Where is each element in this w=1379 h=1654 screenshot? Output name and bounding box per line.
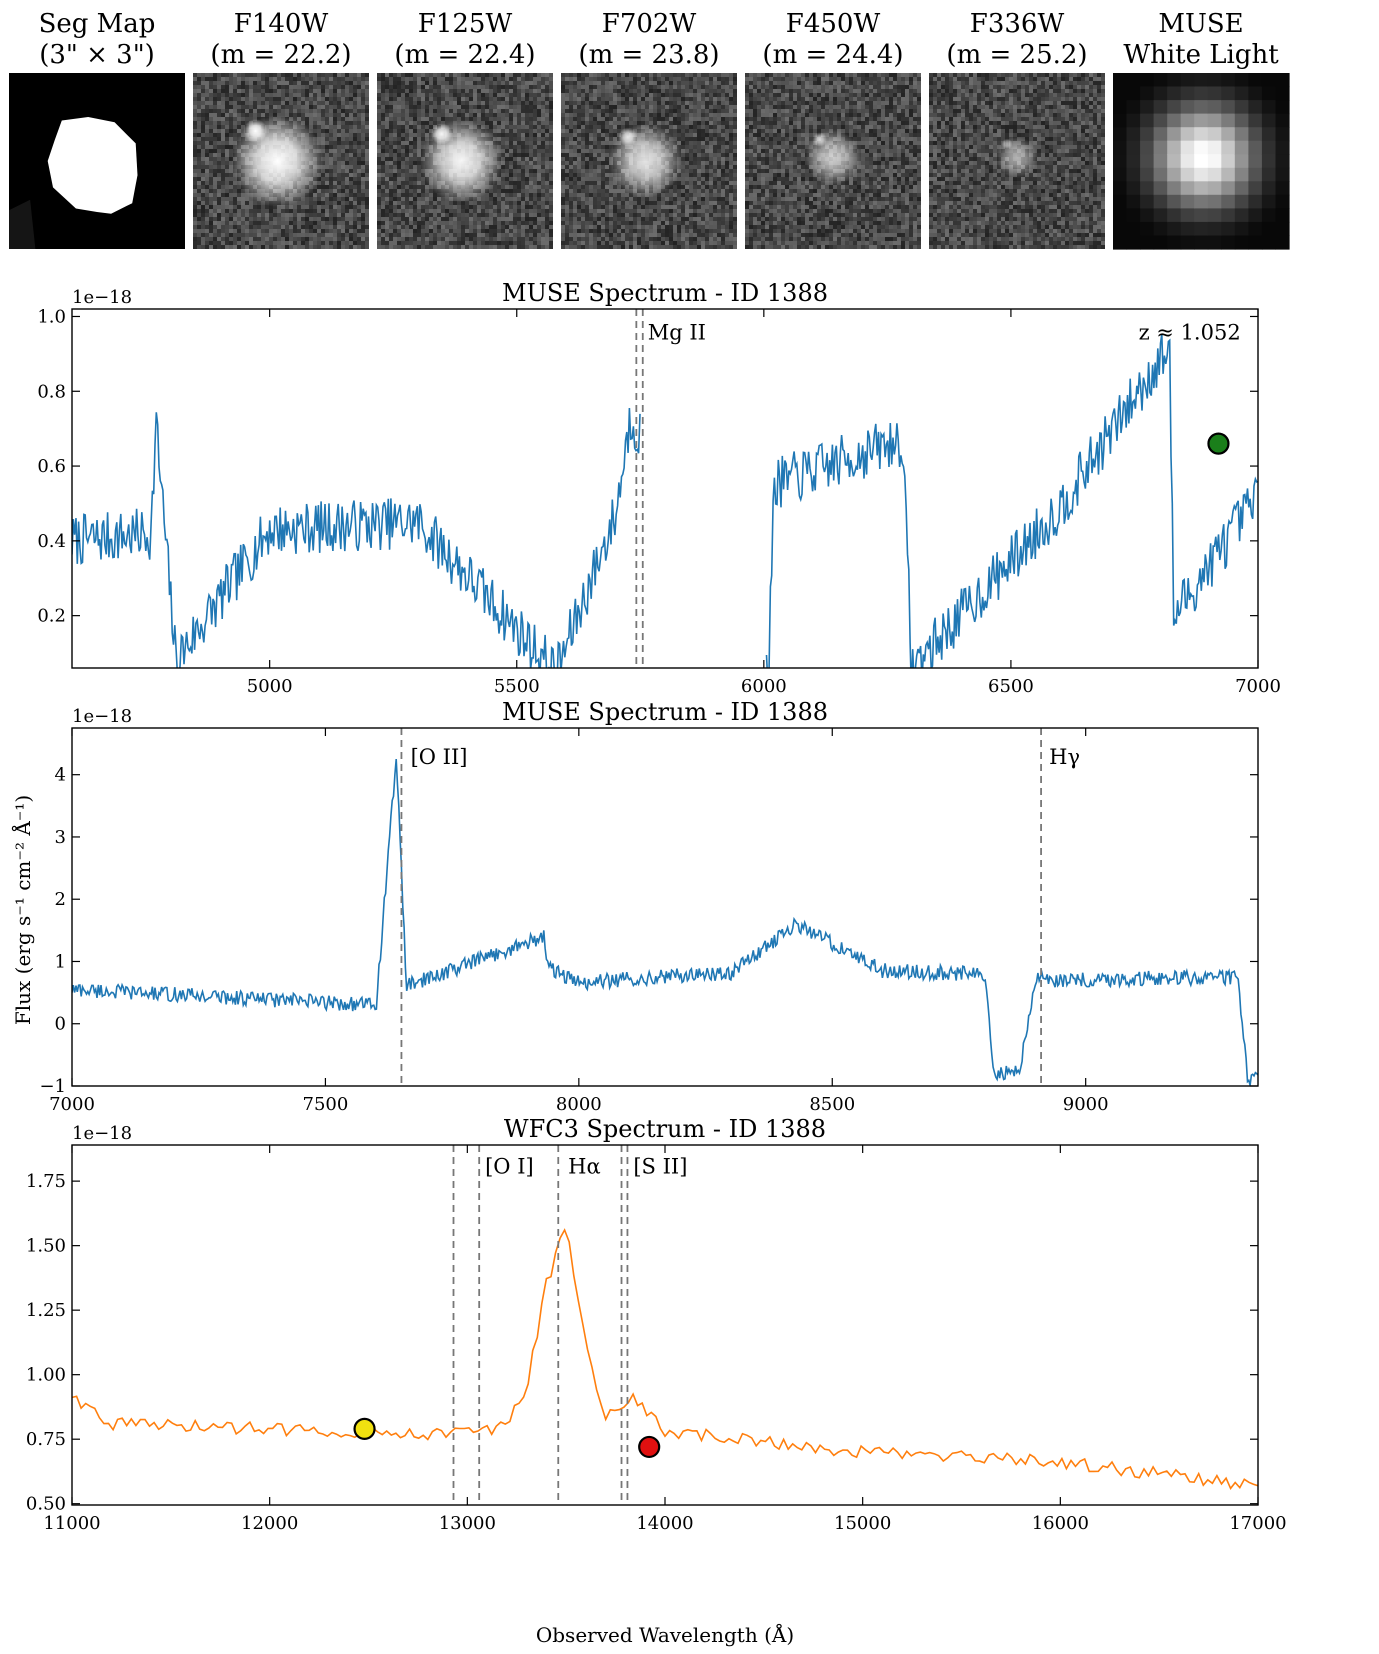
stamp-title: MUSE xyxy=(1158,9,1243,39)
stamp-seg-map: Seg Map(3" × 3") xyxy=(9,9,185,249)
color-marker xyxy=(353,1417,376,1440)
x-tick-label: 7000 xyxy=(1235,676,1281,697)
companion-knot xyxy=(618,127,638,147)
companion-knot xyxy=(1001,138,1013,150)
color-marker xyxy=(638,1435,661,1459)
y-tick-label: 1.25 xyxy=(26,1300,66,1321)
x-tick-label: 13000 xyxy=(439,1513,496,1534)
x-tick-label: 15000 xyxy=(834,1513,891,1534)
offset-text: 1e−18 xyxy=(72,706,132,727)
y-tick-label: 4 xyxy=(55,765,66,786)
line-label: [S II] xyxy=(633,1155,687,1179)
panel-title: MUSE Spectrum - ID 1388 xyxy=(502,698,828,726)
y-axis-label: Flux (erg s⁻¹ cm⁻² Å⁻¹) xyxy=(10,795,35,1025)
stamp-subtitle: (m = 25.2) xyxy=(946,40,1087,70)
stamp-f125w: F125W(m = 22.4) xyxy=(377,9,553,249)
spectrum-line xyxy=(72,759,1258,1086)
x-tick-label: 17000 xyxy=(1229,1513,1286,1534)
y-tick-label: 0.8 xyxy=(37,381,66,402)
offset-text: 1e−18 xyxy=(72,1123,132,1144)
spectrum-panel-2: MUSE Spectrum - ID 1388 1e−18 [O II] Hγ 7000… xyxy=(39,698,1259,1115)
x-tick-label: 16000 xyxy=(1032,1513,1089,1534)
spectrum-line xyxy=(72,1228,1258,1490)
offset-text: 1e−18 xyxy=(72,287,132,308)
x-tick-label: 7000 xyxy=(49,1094,95,1115)
y-tick-label: 1.50 xyxy=(26,1236,66,1257)
companion-knot xyxy=(812,132,827,147)
y-tick-label: 0.50 xyxy=(26,1494,66,1515)
x-tick-label: 8000 xyxy=(556,1094,602,1115)
line-label: Hα xyxy=(568,1155,601,1179)
x-tick-label: 9000 xyxy=(1063,1094,1109,1115)
line-label: Mg II xyxy=(648,320,706,344)
x-tick-label: 7500 xyxy=(303,1094,349,1115)
stamp-title: F140W xyxy=(234,9,329,39)
stamp-subtitle: (m = 24.4) xyxy=(762,40,903,70)
y-tick-label: 1.75 xyxy=(26,1171,66,1192)
y-tick-label: 0.2 xyxy=(37,606,66,627)
plot-frame xyxy=(71,308,1259,669)
stamp-f140w: F140W(m = 22.2) xyxy=(193,9,369,249)
y-tick-label: 1.0 xyxy=(37,306,66,327)
spectrum-panel-1: MUSE Spectrum - ID 1388 1e−18 Mg II z ≈ 1.0… xyxy=(37,279,1281,697)
panel-title: MUSE Spectrum - ID 1388 xyxy=(502,279,828,307)
stamp-subtitle: (3" × 3") xyxy=(39,40,155,70)
stamp-f450w: F450W(m = 24.4) xyxy=(745,9,921,249)
y-tick-label: 1 xyxy=(55,951,66,972)
x-tick-label: 8500 xyxy=(809,1094,855,1115)
x-tick-label: 5500 xyxy=(494,676,540,697)
companion-knot xyxy=(243,119,268,143)
x-tick-label: 11000 xyxy=(43,1513,100,1534)
y-tick-label: 0 xyxy=(55,1014,66,1035)
panel-title: WFC3 Spectrum - ID 1388 xyxy=(504,1115,826,1143)
y-tick-label: 0.75 xyxy=(26,1429,66,1450)
x-tick-label: 12000 xyxy=(241,1513,298,1534)
stamp-f702w: F702W(m = 23.8) xyxy=(561,9,737,249)
spectrum-panel-3: WFC3 Spectrum - ID 1388 1e−18 [O I] Hα [S II… xyxy=(26,1115,1287,1534)
companion-knot xyxy=(430,123,453,145)
line-label: [O II] xyxy=(411,745,468,769)
stamp-subtitle: White Light xyxy=(1123,40,1279,70)
x-axis-label: Observed Wavelength (Å) xyxy=(536,1622,794,1647)
line-label: z ≈ 1.052 xyxy=(1139,320,1241,344)
stamp-subtitle: (m = 22.2) xyxy=(210,40,351,70)
neighbor-mask xyxy=(9,199,36,249)
stamp-title: F125W xyxy=(418,9,513,39)
x-tick-label: 6500 xyxy=(988,676,1034,697)
stamp-subtitle: (m = 22.4) xyxy=(394,40,535,70)
stamp-title: Seg Map xyxy=(39,9,156,39)
line-label: [O I] xyxy=(485,1155,534,1179)
spectrum-line xyxy=(72,334,1258,668)
white-light-pixels xyxy=(1113,73,1290,250)
x-tick-label: 5000 xyxy=(247,676,293,697)
y-tick-label: 3 xyxy=(55,827,66,848)
y-tick-label: 2 xyxy=(55,889,66,910)
stamp-title: F450W xyxy=(786,9,881,39)
segmentation-mask xyxy=(47,117,138,214)
x-tick-label: 6000 xyxy=(741,676,787,697)
stamp-title: F336W xyxy=(970,9,1065,39)
x-tick-label: 14000 xyxy=(636,1513,693,1534)
color-marker xyxy=(1207,432,1230,455)
stamp-f336w: F336W(m = 25.2) xyxy=(929,9,1105,249)
y-tick-label: 0.4 xyxy=(37,531,66,552)
y-tick-label: 1.00 xyxy=(26,1365,66,1386)
y-tick-label: −1 xyxy=(39,1076,66,1097)
plot-frame xyxy=(71,727,1259,1087)
stamp-title: F702W xyxy=(602,9,697,39)
plot-frame xyxy=(71,1144,1259,1506)
stamp-noise xyxy=(929,73,1105,249)
line-label: Hγ xyxy=(1049,745,1080,769)
stamp-subtitle: (m = 23.8) xyxy=(578,40,719,70)
y-tick-label: 0.6 xyxy=(37,456,66,477)
